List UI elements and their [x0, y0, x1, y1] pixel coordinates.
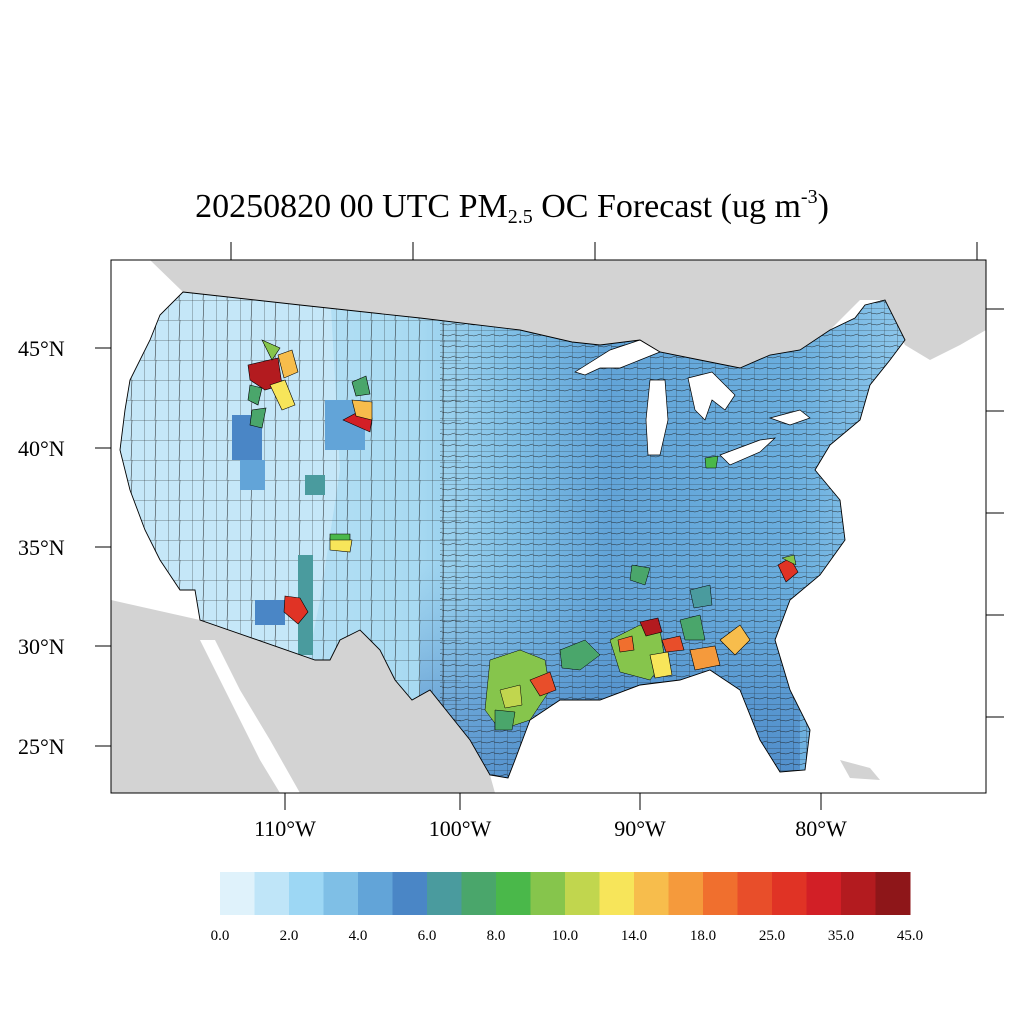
colorbar-swatch	[254, 872, 290, 915]
colorbar-tick-label: 4.0	[348, 928, 368, 944]
hotspot-texas	[484, 639, 601, 731]
colorbar-tick-label: 45.0	[896, 928, 924, 944]
colorbar-swatch	[289, 872, 324, 915]
lon-label-80: 80°W	[795, 816, 847, 841]
colorbar-swatch	[599, 872, 635, 915]
colorbar-swatch	[634, 872, 669, 915]
colorbar-tick-label: 14.0	[620, 928, 648, 944]
hotspot-colorado	[329, 533, 353, 553]
hotspot-wyoming	[342, 375, 373, 433]
great-lakes	[574, 339, 811, 466]
lon-label-100: 100°W	[428, 816, 492, 841]
hotspot-carolina	[777, 554, 799, 583]
colorbar-swatch	[737, 872, 773, 915]
colorbar-swatch	[358, 872, 393, 915]
colorbar-swatch	[668, 872, 704, 915]
colorbar-tick-label: 0.0	[210, 928, 230, 944]
colorbar-tick-label: 18.0	[689, 928, 717, 944]
colorbar-tick-label: 8.0	[486, 928, 506, 944]
lat-label-25: 25°N	[18, 734, 65, 759]
lat-label-30: 30°N	[18, 634, 65, 659]
lon-label-90: 90°W	[614, 816, 666, 841]
lat-label-35: 35°N	[18, 535, 65, 560]
us-outline	[119, 291, 906, 779]
colorbar-tick-label: 35.0	[827, 928, 855, 944]
colorbar-swatch	[806, 872, 842, 915]
colorbar-tick-label: 6.0	[417, 928, 437, 944]
colorbar-swatch	[703, 872, 738, 915]
colorbar	[220, 872, 911, 915]
colorbar-swatch	[461, 872, 497, 915]
colorbar-swatch	[496, 872, 531, 915]
map-frame	[110, 259, 987, 794]
colorbar-swatch	[392, 872, 428, 915]
lon-label-110: 110°W	[254, 816, 316, 841]
lat-label-45: 45°N	[18, 336, 65, 361]
colorbar-tick-label: 2.0	[279, 928, 299, 944]
colorbar-swatch	[323, 872, 359, 915]
colorbar-swatch	[220, 872, 255, 915]
hotspot-gulf-coast	[609, 564, 751, 681]
hotspot-idaho	[247, 339, 299, 429]
hotspot-arizona	[283, 595, 309, 625]
colorbar-swatch	[530, 872, 566, 915]
map-title: 20250820 00 UTC PM2.5 OC Forecast (ug m-…	[195, 186, 829, 228]
baja-water	[200, 640, 300, 793]
colorbar-swatch	[772, 872, 807, 915]
colorbar-tick-label: 25.0	[758, 928, 786, 944]
canada-land	[111, 260, 986, 368]
lat-label-40: 40°N	[18, 436, 65, 461]
colorbar-swatch	[841, 872, 876, 915]
colorbar-swatch	[427, 872, 462, 915]
colorbar-swatch	[565, 872, 600, 915]
colorbar-tick-label: 10.0	[551, 928, 579, 944]
colorbar-swatch	[875, 872, 911, 915]
axis-ticks	[95, 242, 1004, 810]
